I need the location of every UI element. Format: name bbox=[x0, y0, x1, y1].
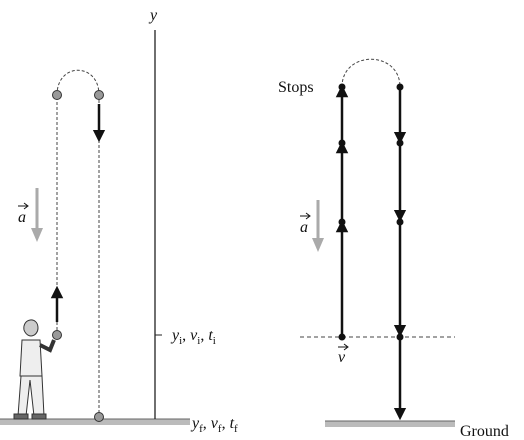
sub: i bbox=[197, 335, 200, 347]
trajectory-top bbox=[341, 58, 401, 88]
sub: f bbox=[218, 423, 222, 435]
sym: v bbox=[190, 327, 198, 344]
sub: f bbox=[234, 423, 238, 435]
stops-label: Stops bbox=[278, 79, 314, 96]
sym: y bbox=[190, 415, 200, 432]
acceleration-label: a bbox=[300, 219, 308, 236]
trajectory bbox=[56, 69, 100, 418]
ground bbox=[0, 419, 190, 425]
sym: t bbox=[230, 415, 235, 432]
sep: , bbox=[222, 415, 226, 432]
velocity-label: v bbox=[338, 349, 346, 366]
sub: i bbox=[213, 335, 216, 347]
ball-positions bbox=[52, 90, 104, 422]
ground bbox=[325, 421, 455, 427]
vector-symbol bbox=[300, 212, 311, 220]
arrowhead bbox=[31, 228, 43, 242]
position-dots bbox=[338, 83, 404, 341]
sub: i bbox=[179, 335, 182, 347]
vector-symbol bbox=[338, 343, 349, 351]
arrowhead bbox=[312, 238, 324, 252]
person bbox=[13, 319, 56, 420]
left-panel: y yi, vi, ti yf, vf, tf a bbox=[0, 7, 238, 435]
sym: y bbox=[170, 327, 180, 344]
sep: , bbox=[200, 327, 204, 344]
sym: v bbox=[211, 415, 219, 432]
sub: f bbox=[199, 423, 203, 435]
final-label: yf, vf, tf bbox=[190, 415, 238, 435]
initial-label: yi, vi, ti bbox=[170, 327, 216, 347]
right-panel: Ground Stops v a bbox=[278, 58, 509, 440]
vector-symbol bbox=[18, 202, 29, 210]
ground-label: Ground bbox=[460, 423, 509, 440]
axis-label: y bbox=[148, 7, 158, 24]
sep: , bbox=[203, 415, 207, 432]
sym: t bbox=[208, 327, 213, 344]
sep: , bbox=[182, 327, 186, 344]
acceleration-label: a bbox=[18, 209, 26, 226]
